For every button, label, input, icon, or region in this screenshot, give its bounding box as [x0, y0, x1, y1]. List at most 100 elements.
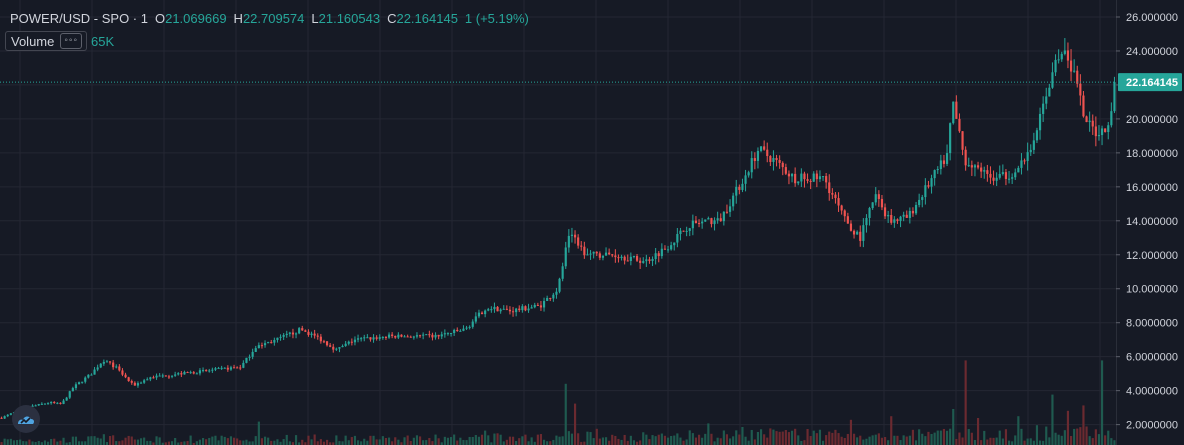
volume-bar	[1063, 430, 1066, 445]
candle-body	[1069, 60, 1073, 72]
volume-bar	[1007, 440, 1011, 445]
candle-body	[899, 216, 902, 221]
candle-body	[50, 401, 53, 404]
ohlc-high: H 22.709574	[234, 11, 305, 26]
candle-body	[329, 345, 332, 347]
candle-body	[285, 333, 288, 335]
candle-body	[732, 195, 735, 207]
volume-bar	[716, 437, 719, 445]
candle-body	[530, 307, 533, 309]
candle-body	[366, 337, 369, 339]
candle-body	[1032, 140, 1035, 150]
candle-body	[570, 234, 574, 236]
volume-bar	[989, 437, 992, 445]
volume-bar	[784, 429, 787, 445]
candle-body	[648, 259, 651, 261]
candle-body	[480, 312, 484, 315]
volume-bar	[257, 421, 260, 445]
price-axis-label: 6.0000000	[1126, 352, 1178, 364]
volume-bar	[310, 439, 313, 445]
volume-bar	[685, 439, 688, 445]
volume-bar	[369, 435, 372, 445]
volume-bar	[976, 418, 980, 445]
volume-bar	[1060, 435, 1063, 445]
candle-body	[164, 375, 167, 377]
candle-body	[443, 333, 446, 335]
volume-bar	[71, 436, 74, 445]
candle-body	[360, 338, 363, 340]
candle-body	[127, 377, 130, 382]
volume-bar	[825, 435, 828, 445]
candle-body	[663, 248, 667, 250]
candle-body	[685, 230, 688, 232]
candle-body	[524, 306, 527, 311]
volume-bar	[595, 428, 598, 445]
volume-bar	[56, 441, 59, 445]
volume-bar	[285, 434, 288, 445]
volume-bar	[809, 436, 812, 445]
volume-bar	[567, 431, 570, 445]
candle-body	[704, 219, 707, 222]
volume-bar	[549, 441, 552, 445]
candle-body	[567, 235, 570, 248]
more-dots-icon[interactable]: ◦◦◦	[60, 33, 83, 49]
candle-body	[387, 334, 391, 338]
volume-bar	[236, 438, 239, 445]
price-axis-label: 12.000000	[1126, 250, 1178, 262]
volume-bar	[921, 433, 924, 445]
volume-bar	[332, 442, 335, 445]
candle-body	[1054, 59, 1057, 73]
volume-bar	[508, 436, 512, 445]
candle-body	[775, 158, 778, 161]
candle-body	[260, 345, 264, 347]
candle-body	[369, 337, 372, 340]
volume-bar	[936, 430, 939, 445]
candle-body	[186, 372, 189, 374]
candle-body	[558, 278, 561, 292]
volume-bar	[859, 435, 862, 445]
close-value: 22.164145	[396, 10, 458, 26]
volume-indicator-button[interactable]: Volume ◦◦◦	[5, 31, 88, 51]
symbol-title[interactable]: POWER/USD - SPO · 1	[10, 10, 148, 26]
volume-bar	[558, 436, 561, 445]
volume-bar	[180, 441, 183, 445]
volume-bar	[400, 442, 403, 445]
volume-bar	[77, 441, 81, 445]
volume-bar	[217, 440, 220, 445]
volume-bars	[0, 360, 1116, 445]
volume-bar	[874, 434, 877, 445]
volume-bar	[914, 440, 918, 445]
candle-body	[657, 253, 660, 257]
candle-body	[1004, 172, 1008, 179]
price-axis[interactable]: 2.0000000 4.0000000 6.0000000 8.0000000 10.0…	[1116, 0, 1184, 445]
volume-bar	[155, 436, 158, 445]
candle-body	[1007, 178, 1011, 180]
volume-bar	[158, 437, 161, 445]
volume-bar	[759, 429, 763, 445]
candle-body	[130, 381, 133, 383]
volume-bar	[462, 439, 465, 445]
volume-bar	[828, 431, 831, 445]
candle-body	[149, 377, 152, 380]
volume-label: Volume	[11, 33, 55, 49]
volume-bar	[905, 436, 908, 445]
candle-body	[1026, 152, 1029, 162]
volume-bar	[124, 437, 127, 445]
volume-bar	[28, 439, 31, 445]
tradingview-logo-icon[interactable]	[12, 405, 40, 433]
candle-body	[865, 217, 868, 226]
candle-body	[583, 246, 586, 256]
candle-body	[1011, 177, 1014, 179]
volume-bar	[161, 442, 164, 445]
candle-body	[1094, 126, 1097, 137]
volume-bar	[232, 437, 236, 445]
volume-bar	[542, 439, 546, 445]
candle-body	[877, 194, 880, 199]
volume-bar	[862, 439, 865, 445]
volume-bar	[301, 439, 304, 445]
volume-bar	[750, 429, 753, 445]
volume-legend: Volume ◦◦◦ 65K	[5, 30, 114, 52]
candle-body	[220, 367, 223, 369]
volume-bar	[899, 440, 902, 445]
